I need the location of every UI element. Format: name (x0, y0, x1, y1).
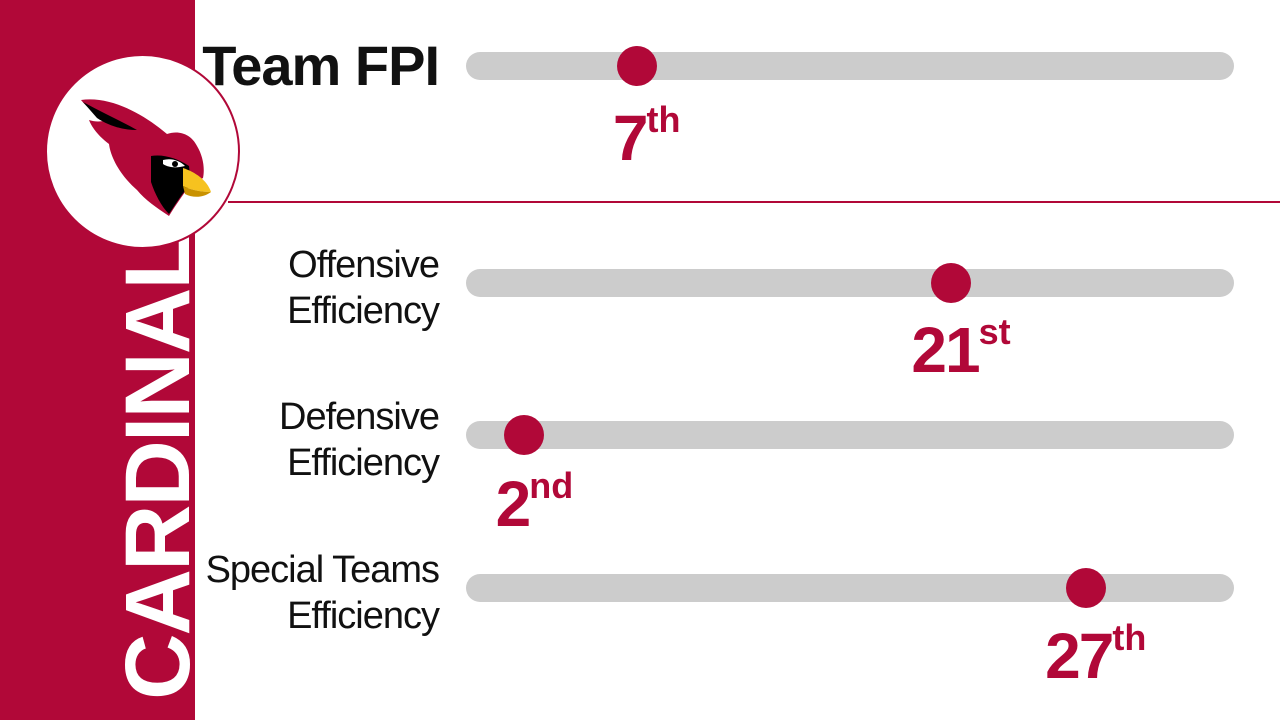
rank-track (466, 421, 1234, 449)
team-logo (45, 54, 240, 249)
rank-track (466, 574, 1234, 602)
rank-value: 2nd (496, 468, 574, 537)
team-name: CARDINALS (107, 176, 209, 700)
rank-suffix: th (646, 99, 681, 140)
rank-suffix: nd (529, 465, 574, 506)
rank-track (466, 52, 1234, 80)
rank-number: 7 (612, 102, 649, 174)
rank-number: 21 (911, 314, 980, 386)
metric-label: Team FPI (202, 34, 440, 97)
rank-marker (504, 415, 545, 455)
metric-label: Offensive Efficiency (287, 244, 440, 332)
rank-number: 2 (495, 468, 532, 540)
rank-track (466, 269, 1234, 297)
section-divider (228, 201, 1280, 203)
rank-number: 27 (1045, 620, 1114, 692)
cardinals-bird-logo-icon (81, 99, 211, 216)
rank-marker (931, 263, 972, 303)
rank-suffix: th (1112, 617, 1147, 658)
rank-suffix: st (978, 311, 1011, 352)
metric-label: Special Teams Efficiency (205, 549, 440, 637)
rank-value: 7th (613, 102, 681, 171)
rank-value: 21st (911, 314, 1010, 383)
metric-label: Defensive Efficiency (279, 396, 440, 484)
rank-marker (616, 46, 657, 86)
rank-value: 27th (1045, 620, 1146, 689)
rank-marker (1065, 568, 1106, 608)
